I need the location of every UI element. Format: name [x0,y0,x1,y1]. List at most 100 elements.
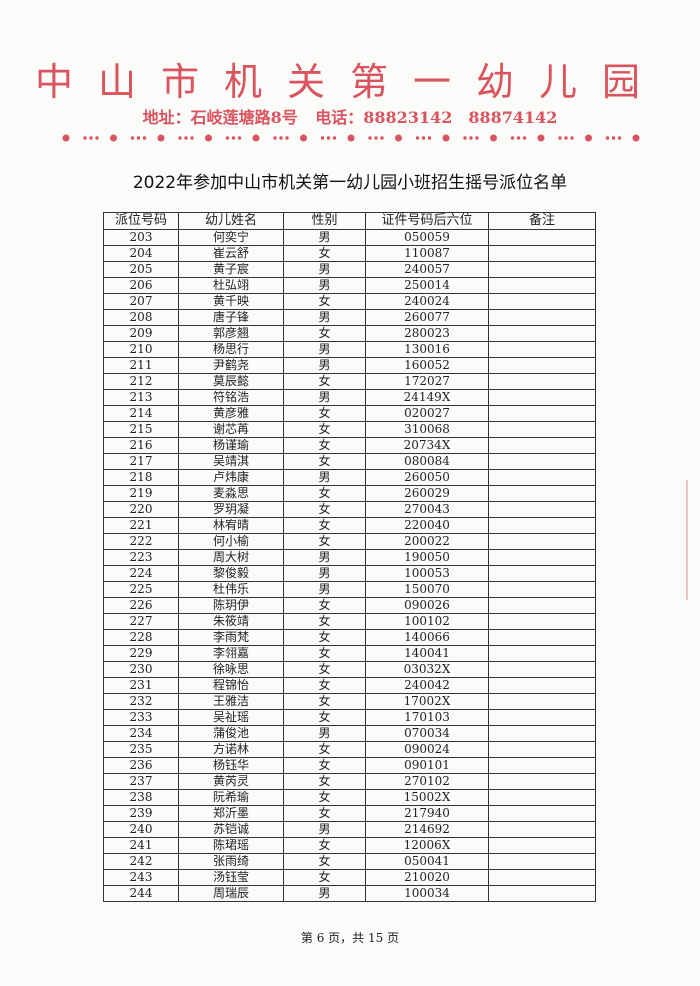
assignment-number-cell: 213 [103,389,179,406]
gender-cell: 女 [283,373,366,390]
id-last-six-cell: 270102 [365,773,489,790]
remarks-cell [488,277,596,294]
remarks-cell [488,469,596,486]
divider-dot [490,134,497,142]
assignment-number-cell: 242 [103,853,179,870]
divider-dot-small [611,136,616,140]
assignment-number-cell: 238 [103,789,179,806]
remarks-cell [488,581,596,598]
child-name-cell: 陈玥伊 [178,597,284,614]
assignment-number-cell: 225 [103,581,179,598]
assignment-number-cell: 220 [103,501,179,518]
gender-cell: 男 [283,229,366,246]
remarks-cell [488,485,596,502]
table-row: 225 杜伟乐男 150070 [103,581,596,598]
child-name-cell: 吴祉瑶 [178,709,284,726]
assignment-table: 派位号码 幼儿姓名 性别 证件号码后六位 备注 203 何奕宁男 050059 204… [103,212,596,902]
id-last-six-cell: 260050 [365,469,489,486]
divider-dot-small [285,136,289,140]
gender-cell: 女 [283,741,366,758]
remarks-cell [488,437,596,454]
gender-cell: 女 [283,453,366,470]
letterhead-org-name: 中山市机关第一幼儿园 [34,60,665,104]
id-last-six-cell: 080084 [365,453,489,470]
divider-dot-small [142,136,147,140]
id-last-six-cell: 150070 [365,581,489,598]
assignment-number-cell: 209 [103,325,179,342]
child-name-cell: 唐子锋 [178,309,284,326]
id-last-six-cell: 100034 [365,885,489,902]
id-last-six-cell: 090101 [365,757,489,774]
table-row: 229 李翎嘉女 140041 [103,645,596,662]
id-last-six-cell: 03032X [365,661,489,678]
assignment-number-cell: 241 [103,837,179,854]
partial-stamp-edge [686,480,700,600]
divider-dot-small [95,136,99,140]
id-last-six-cell: 20734X [365,437,489,454]
divider-dot-small [421,136,426,140]
table-row: 242 张雨绮女 050041 [103,853,596,870]
divider-dot [157,134,165,142]
child-name-cell: 徐咏思 [178,661,284,678]
assignment-number-cell: 234 [103,725,179,742]
id-last-six-cell: 260077 [365,309,489,326]
divider-dot-small [130,136,135,140]
header-cell: 派位号码 [103,212,179,230]
gender-cell: 女 [283,405,366,422]
id-last-six-cell: 17002X [365,693,489,710]
divider-dot [395,134,402,142]
id-last-six-cell: 210020 [365,869,489,886]
assignment-number-cell: 204 [103,245,179,262]
divider-dot-small [617,136,622,140]
table-row: 244 周瑞辰男 100034 [103,885,596,902]
child-name-cell: 蒲俊池 [178,725,284,742]
child-name-cell: 卢炜康 [178,469,284,486]
divider-dot-small [558,136,562,140]
id-last-six-cell: 100102 [365,613,489,630]
table-row: 230 徐咏思女 03032X [103,661,596,678]
table-row: 217 吴靖淇女 080084 [103,453,596,470]
id-last-six-cell: 240057 [365,261,489,278]
divider-dot-small [231,136,236,140]
id-last-six-cell: 050059 [365,229,489,246]
document-title: 2022年参加中山市机关第一幼儿园小班招生摇号派位名单 [132,173,568,193]
child-name-cell: 谢芯苒 [178,421,284,438]
assignment-number-cell: 240 [103,821,179,838]
table-row: 212 莫辰懿女 172027 [103,373,596,390]
divider-dot [300,134,307,142]
id-last-six-cell: 020027 [365,405,489,422]
table-header-row: 派位号码 幼儿姓名 性别 证件号码后六位 备注 [103,212,596,230]
remarks-cell [488,373,596,390]
divider-dot-small [475,136,479,140]
divider-dot-small [326,136,331,140]
remarks-cell [488,725,596,742]
assignment-number-cell: 235 [103,741,179,758]
divider-dot-small [380,136,384,140]
remarks-cell [488,341,596,358]
assignment-number-cell: 232 [103,693,179,710]
divider-dot [442,134,450,142]
id-last-six-cell: 050041 [365,853,489,870]
gender-cell: 女 [283,421,366,438]
table-row: 222 何小榆女 200022 [103,533,596,550]
remarks-cell [488,453,596,470]
id-last-six-cell: 170103 [365,709,489,726]
child-name-cell: 王雅洁 [178,693,284,710]
table-row: 232 王雅洁女 17002X [103,693,596,710]
id-last-six-cell: 190050 [365,549,489,566]
table-row: 219 麦淼思女 260029 [103,485,596,502]
table-row: 214 黄彦雅女 020027 [103,405,596,422]
remarks-cell [488,389,596,406]
divider-dot-small [83,136,87,140]
divider-dot-small [225,136,230,140]
divider-dot-small [605,136,610,140]
remarks-cell [488,773,596,790]
table-row: 220 罗玥凝女 270043 [103,501,596,518]
child-name-cell: 陈珺瑶 [178,837,284,854]
remarks-cell [488,309,596,326]
gender-cell: 男 [283,821,366,838]
page-number: 第 6 页，共 15 页 [300,931,400,945]
letterhead-contact: 地址：石岐莲塘路8号 电话：88823142 88874142 [0,108,700,128]
divider-dot-small [469,136,473,140]
divider-dot-small [570,136,574,140]
